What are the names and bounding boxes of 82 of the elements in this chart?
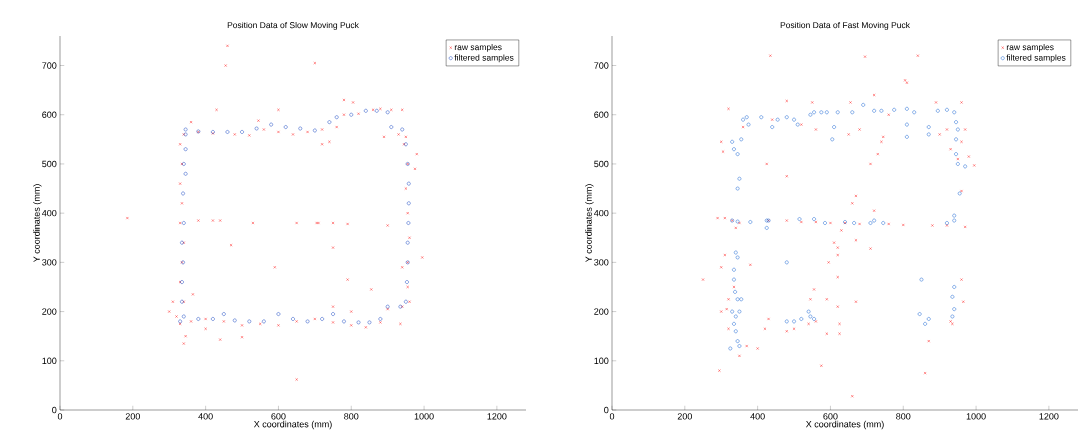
point [367,320,372,325]
point [405,240,410,245]
point [342,319,346,324]
x-tick-label: 1200 [1039,413,1059,420]
legend-label: raw samples [1006,43,1054,52]
x-tick-label: 400 [198,413,213,420]
point [331,312,335,316]
y-tick-label: 500 [42,160,57,168]
point [183,147,188,152]
x-tick-label: 600 [271,413,286,420]
point [269,122,274,127]
y-tick-label: 600 [42,111,57,118]
y-tick-label: 100 [594,357,609,364]
y-tick-label: 400 [41,209,57,217]
chart-title: Position Data of Slow Moving Puck [227,21,359,30]
point [406,181,411,186]
point [305,319,310,324]
y-tick-label: 200 [594,308,609,315]
point [406,221,411,225]
x-tick-label: 1000 [414,413,434,420]
point [404,299,408,304]
point [378,317,383,321]
y-tick-label: 600 [594,111,609,118]
y-axis-title: Y coordinates (mm) [33,184,42,263]
x-axis-title: X coordinates (mm) [805,420,884,430]
chart-title: Position Data of Fast Moving Puck [780,21,910,30]
x-tick-label: 600 [823,413,838,420]
x-tick-label: 0 [57,413,63,420]
point [405,280,409,284]
point [225,130,230,134]
y-tick-label: 400 [594,209,609,217]
point [406,201,411,206]
point [240,130,244,134]
point [181,191,185,196]
point [254,126,259,131]
point [181,314,186,319]
point [349,112,354,117]
y-tick-label: 100 [42,357,57,364]
y-tick-label: 500 [594,160,609,168]
point [298,126,303,131]
point [232,318,237,323]
y-tick-label: 700 [42,62,57,69]
point [247,319,252,324]
point [374,108,379,113]
x-tick-label: 400 [750,413,765,420]
point [262,319,266,324]
x-tick-label: 1200 [487,413,507,420]
x-tick-label: 800 [896,413,911,420]
x-tick-label: 800 [344,413,359,420]
point [183,171,188,176]
point [181,221,186,225]
point [276,312,281,316]
y-tick-label: 300 [594,259,609,266]
legend-label: filtered samples [454,54,514,63]
point [283,125,288,129]
x-tick-label: 1000 [966,413,986,420]
x-tick-label: 200 [677,413,692,420]
point [183,127,188,132]
x-tick-label: 0 [609,413,615,420]
x-axis-title: X coordinates (mm) [253,420,332,430]
y-tick-label: 200 [42,308,57,315]
y-axis-title: Y coordinates (mm) [585,184,594,263]
point [211,317,215,321]
point [327,120,332,124]
y-tick-label: 700 [594,62,609,69]
y-tick-label: 0 [52,406,57,414]
point [363,108,368,113]
point [291,317,295,321]
point [313,128,317,133]
point [196,317,201,321]
point [385,110,390,115]
point [389,125,394,129]
point [356,320,361,325]
legend-label: filtered samples [1006,54,1066,63]
y-tick-label: 0 [604,406,609,414]
point [221,312,226,316]
y-tick-label: 300 [42,259,57,266]
point [320,317,324,321]
x-tick-label: 200 [125,413,140,420]
point [334,115,339,120]
point [400,127,405,132]
legend-label: raw samples [454,43,502,52]
